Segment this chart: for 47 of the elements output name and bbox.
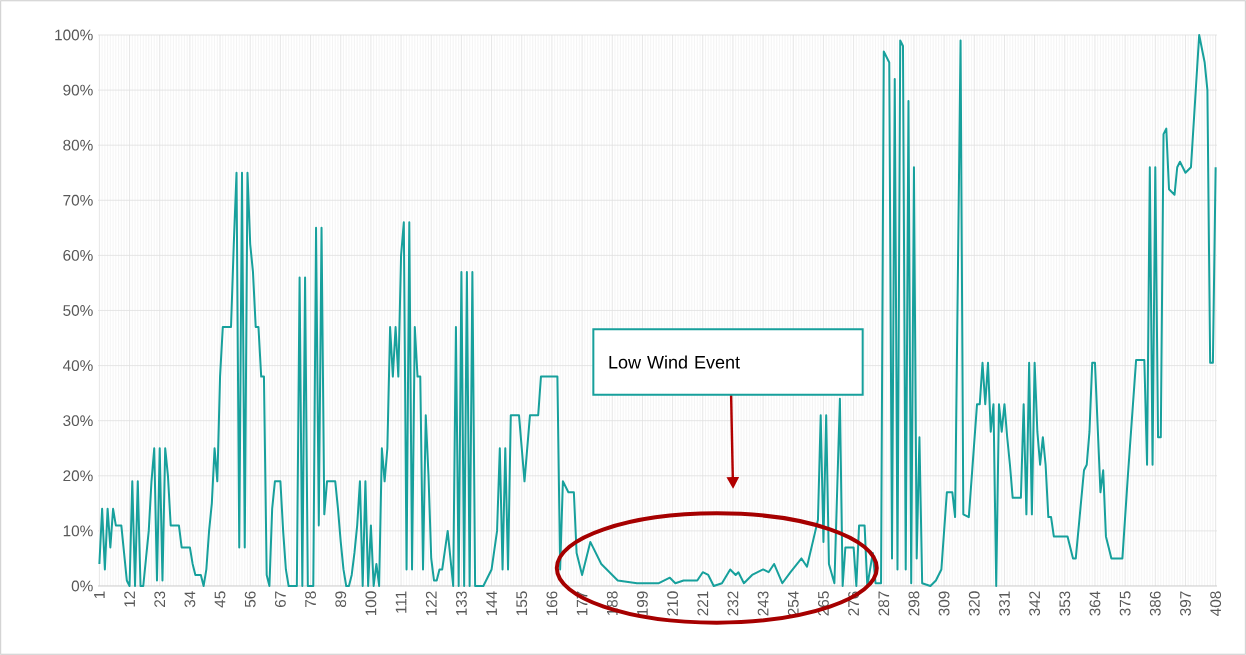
x-tick-label: 254 [787,591,799,616]
x-tick-label: 67 [274,591,286,607]
x-tick-label: 298 [908,591,920,616]
x-tick-label: 221 [697,591,709,616]
x-tick-label: 397 [1180,591,1191,616]
x-tick-label: 199 [637,591,648,616]
x-tick-label: 100 [365,591,377,616]
x-tick-label: 23 [154,591,166,607]
x-tick-label: 122 [425,591,437,616]
y-tick-label: 70% [63,194,93,206]
x-tick-label: 232 [727,591,739,616]
x-tick-label: 353 [1059,591,1071,616]
x-tick-label: 309 [938,591,950,616]
x-tick-label: 342 [1029,591,1041,616]
y-tick-label: 90% [63,84,93,96]
x-tick-label: 34 [184,591,196,608]
x-tick-label: 210 [667,591,679,616]
y-tick-label: 40% [62,360,93,372]
x-tick-label: 364 [1089,591,1101,616]
y-tick-label: 80% [63,139,93,151]
x-tick-label: 320 [968,591,980,616]
y-tick-label: 20% [63,470,93,482]
y-tick-label: 10% [63,525,93,537]
x-tick-label: 56 [244,591,256,608]
x-tick-label: 155 [516,591,528,616]
x-tick-label: 45 [214,591,226,608]
x-tick-label: 331 [999,591,1010,616]
x-tick-label: 133 [455,591,467,616]
x-tick-label: 408 [1210,591,1222,616]
x-tick-label: 144 [486,591,497,616]
y-tick-label: 0% [71,580,93,592]
y-tick-label: 30% [63,415,93,427]
x-tick-label: 78 [305,591,316,607]
x-tick-label: 89 [335,591,347,608]
y-tick-label: 50% [63,305,93,316]
x-tick-label: 111 [395,591,407,613]
x-tick-label: 166 [546,591,558,616]
x-tick-label: 1 [94,591,105,599]
line-series [98,33,1217,587]
x-tick-label: 287 [878,591,890,616]
annotation: Low Wind Event [609,355,740,369]
x-tick-label: 243 [757,591,769,616]
x-tick-label: 375 [1119,591,1131,616]
y-tick-label: 60% [63,249,93,261]
y-tick-label: 100% [55,29,93,41]
x-tick-label: 386 [1149,591,1161,616]
x-tick-label: 12 [124,591,135,607]
